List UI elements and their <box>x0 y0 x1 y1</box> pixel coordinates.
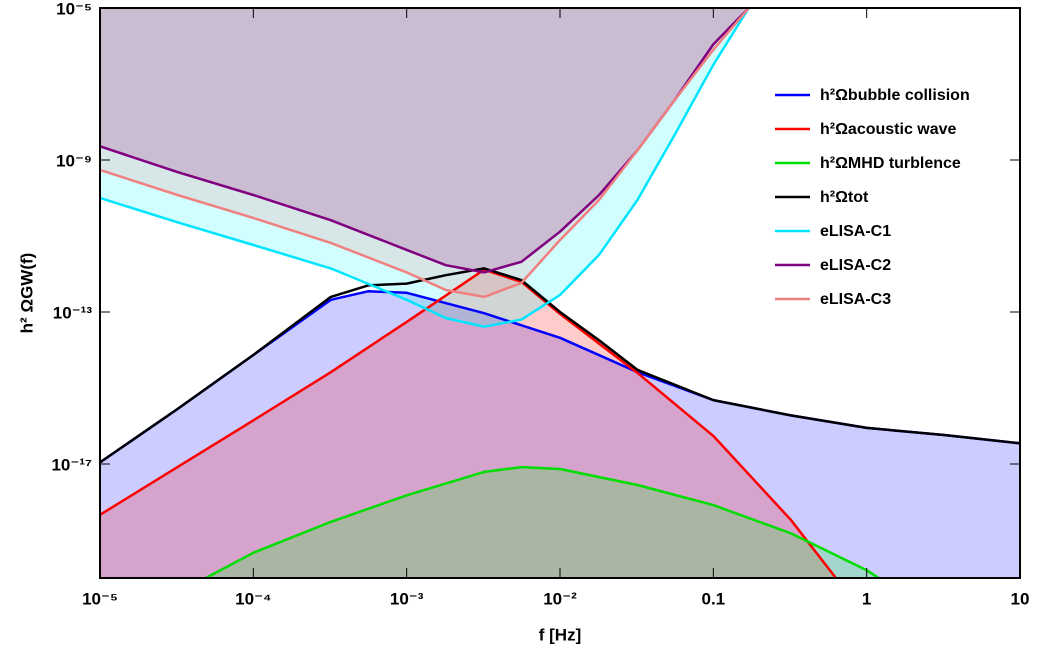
x-tick-label: 1 <box>862 589 871 608</box>
legend-label: eLISA-C1 <box>820 223 891 240</box>
x-tick-label: 10⁻³ <box>390 589 424 608</box>
line <box>205 465 880 578</box>
y-tick-label: 10⁻⁹ <box>56 151 92 170</box>
x-tick-label: 10⁻⁵ <box>82 589 118 608</box>
area <box>100 269 836 578</box>
legend-label: h²Ωbubble collision <box>820 87 970 104</box>
area <box>205 467 879 578</box>
legend: h²Ωbubble collision h²Ωacoustic wave h²ΩMH… <box>775 87 970 308</box>
y-axis-label: h² ΩGW(f) <box>17 253 36 334</box>
x-tick-label: 0.1 <box>702 589 726 608</box>
lines <box>100 8 1020 578</box>
legend-label: h²ΩMHD turblence <box>820 155 961 172</box>
legend-label: h²Ωacoustic wave <box>820 121 957 138</box>
line <box>100 8 750 328</box>
x-tick-label: 10⁻² <box>543 589 577 608</box>
y-tick-label: 10⁻¹³ <box>53 303 93 322</box>
x-axis-label: f [Hz] <box>539 625 581 644</box>
line <box>100 268 837 578</box>
legend-label: h²Ωtot <box>820 189 869 206</box>
area <box>100 8 749 297</box>
line <box>100 8 750 299</box>
axes: 10⁻⁵ 10⁻⁴ 10⁻³ 10⁻² 0.1 1 10 10⁻¹⁷ 10⁻¹³ 10⁻⁹ 10⁻⁵ <box>51 0 1029 608</box>
area <box>100 291 1020 578</box>
x-tick-label: 10 <box>1011 589 1030 608</box>
legend-label: eLISA-C3 <box>820 291 891 308</box>
line <box>100 267 1020 464</box>
x-tick-label: 10⁻⁴ <box>235 589 271 608</box>
legend-label: eLISA-C2 <box>820 257 891 274</box>
y-tick-label: 10⁻⁵ <box>56 0 92 18</box>
y-tick-label: 10⁻¹⁷ <box>51 455 92 474</box>
